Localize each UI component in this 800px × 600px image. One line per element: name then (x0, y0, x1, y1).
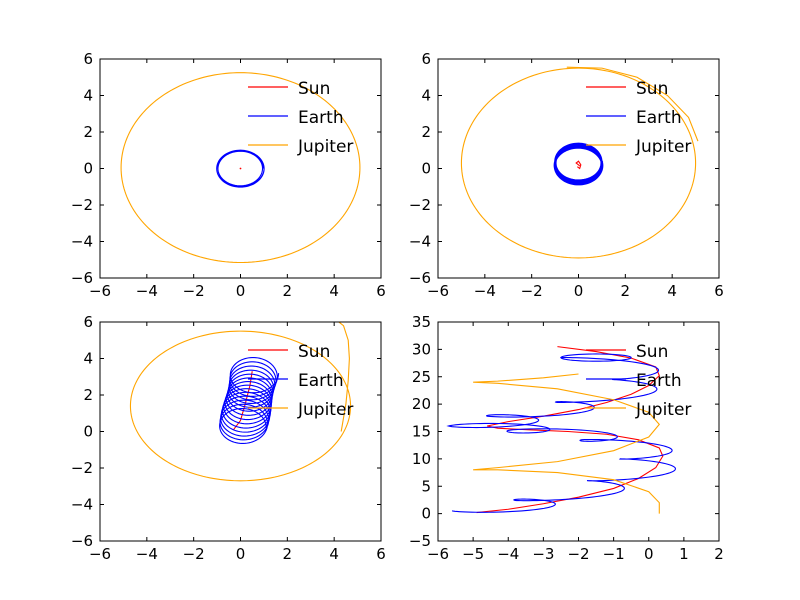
plot-area (460, 66, 699, 259)
plot-area (120, 72, 361, 264)
legend-label-earth: Earth (298, 371, 344, 391)
series-jupiter-line (473, 373, 661, 514)
y-tick-label: 0 (421, 505, 431, 523)
x-tick-label: −5 (462, 545, 484, 563)
x-tick-label: −2 (567, 545, 589, 563)
legend-label-sun: Sun (636, 79, 668, 99)
y-tick-label: −2 (71, 196, 93, 214)
y-tick-label: 4 (83, 350, 93, 368)
y-tick-label: 4 (421, 87, 431, 105)
x-tick-label: 4 (329, 282, 339, 300)
subplot-4: −6 −5 −4 −3 −2 −1 0 1 2−505101520253035SunEarthJ… (409, 313, 724, 563)
x-tick-label: −6 (427, 282, 449, 300)
x-tick-label: 0 (644, 545, 654, 563)
y-tick-label: −6 (409, 269, 431, 287)
y-tick-label: 0 (83, 160, 93, 178)
x-tick-label: 2 (714, 545, 724, 563)
subplot-3: −6 −4 −2 0 2 4 6 −6 −4 −2 0 2 4 6 Sun Earth Jupiter (71, 313, 386, 563)
y-tick-label: 15 (412, 423, 431, 441)
series-earth-line (219, 356, 280, 444)
legend-label-earth: Earth (298, 108, 344, 128)
x-tick-label: 2 (621, 282, 631, 300)
y-tick-label: 30 (412, 340, 431, 358)
series-jupiter-line (566, 66, 699, 142)
legend: Sun Earth Jupiter (248, 79, 353, 157)
x-tick-label: 2 (283, 545, 293, 563)
x-tick-label: −6 (89, 282, 111, 300)
y-tick-label: −2 (409, 196, 431, 214)
x-tick-label: −3 (532, 545, 554, 563)
x-tick-label: 6 (376, 282, 386, 300)
x-tick-label: −4 (136, 282, 158, 300)
x-tick-label: −6 (89, 545, 111, 563)
x-tick-label: 4 (329, 545, 339, 563)
series-jupiter-line (120, 72, 361, 264)
x-tick-label: 0 (236, 282, 246, 300)
series-earth-line (216, 149, 265, 188)
x-tick-label: 6 (714, 282, 724, 300)
legend-label-jupiter: Jupiter (635, 400, 691, 420)
series-sun-point (239, 167, 242, 170)
x-tick-label: 6 (376, 545, 386, 563)
legend-label-sun: Sun (636, 342, 668, 362)
y-tick-label: 25 (412, 368, 431, 386)
y-tick-label: 35 (412, 313, 431, 331)
y-tick-label: 2 (83, 123, 93, 141)
y-tick-label: −4 (409, 233, 431, 251)
y-tick-label: −5 (409, 532, 431, 550)
series-sun-line (476, 346, 664, 514)
y-tick-label: 2 (83, 386, 93, 404)
legend: Sun Earth Jupiter (586, 79, 691, 157)
y-tick-label: 10 (412, 450, 431, 468)
legend-label-sun: Sun (298, 79, 330, 99)
y-tick-label: 4 (83, 87, 93, 105)
x-tick-label: 2 (283, 282, 293, 300)
legend: Sun Earth Jupiter (586, 342, 691, 420)
axes-frame (437, 58, 720, 279)
y-tick-label: −6 (71, 269, 93, 287)
y-tick-label: −4 (71, 233, 93, 251)
y-tick-label: −4 (71, 496, 93, 514)
legend-label-earth: Earth (636, 371, 682, 391)
legend-label-jupiter: Jupiter (635, 137, 691, 157)
subplot-1: −6 −4 −2 0 2 4 6 −6 −4 −2 0 2 4 6 Sun Earth Jupiter (71, 50, 386, 300)
x-tick-label: −6 (427, 545, 449, 563)
y-tick-label: 0 (83, 423, 93, 441)
series-jupiter-line (337, 322, 350, 432)
x-tick-label: 0 (574, 282, 584, 300)
x-tick-label: 1 (679, 545, 689, 563)
y-tick-label: 6 (83, 50, 93, 68)
series-jupiter-line (460, 67, 697, 259)
y-tick-label: −6 (71, 532, 93, 550)
subplot-2: −6 −4 −2 0 2 4 6 −6 −4 −2 0 2 4 6 Sun Earth Jupiter (409, 50, 724, 300)
y-tick-label: 6 (421, 50, 431, 68)
y-tick-label: 20 (412, 395, 431, 413)
x-tick-label: 0 (236, 545, 246, 563)
legend-label-sun: Sun (298, 342, 330, 362)
y-tick-label: 5 (421, 477, 431, 495)
y-tick-label: 0 (421, 160, 431, 178)
x-tick-label: −2 (183, 545, 205, 563)
x-tick-label: −1 (603, 545, 625, 563)
plot-area (129, 322, 352, 482)
series-earth-line (553, 142, 604, 186)
series-jupiter-line (129, 330, 352, 482)
y-tick-label: 2 (421, 123, 431, 141)
x-tick-label: −2 (183, 282, 205, 300)
x-tick-label: 4 (667, 282, 677, 300)
legend-label-earth: Earth (636, 108, 682, 128)
x-tick-label: −2 (521, 282, 543, 300)
x-tick-label: −4 (474, 282, 496, 300)
legend-label-jupiter: Jupiter (297, 400, 353, 420)
y-tick-label: −2 (71, 459, 93, 477)
x-tick-label: −4 (136, 545, 158, 563)
legend: Sun Earth Jupiter (248, 342, 353, 420)
series-sun-line (575, 160, 582, 170)
x-tick-label: −4 (497, 545, 519, 563)
legend-label-jupiter: Jupiter (297, 137, 353, 157)
y-tick-label: 6 (83, 313, 93, 331)
